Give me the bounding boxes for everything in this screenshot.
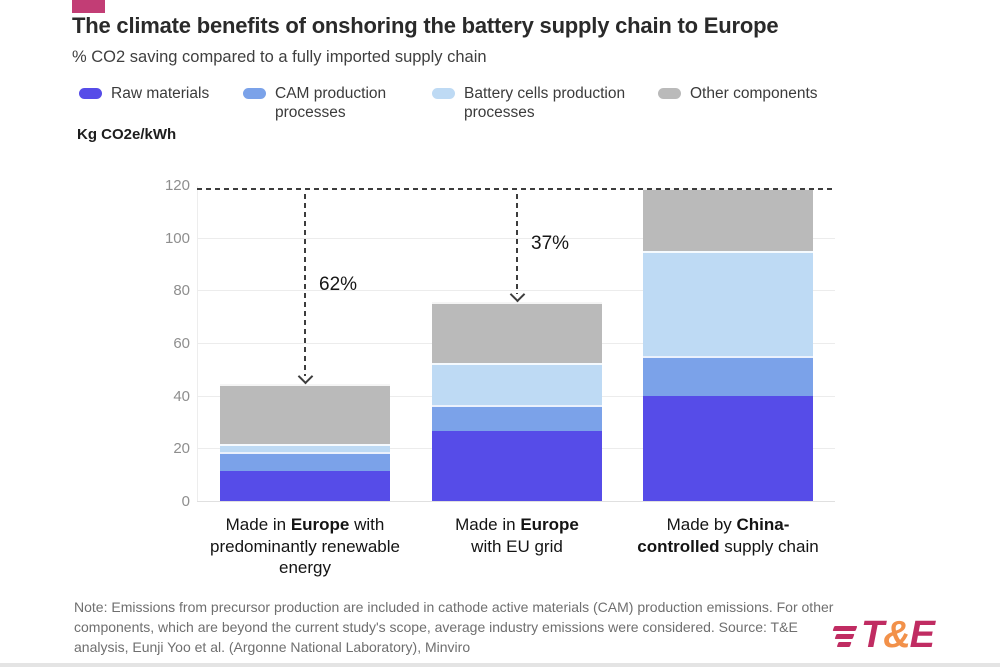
- bar-segment: [643, 187, 813, 251]
- category-label-part: with predominantly renewable energy: [210, 515, 400, 577]
- legend-swatch: [243, 88, 266, 99]
- plot-area: 62% 37%: [197, 186, 835, 502]
- arrow-head-icon: [509, 286, 525, 303]
- annotation-label: 62%: [319, 273, 358, 295]
- category-label: Made in Europe with predominantly renewa…: [203, 514, 408, 579]
- bar-segment: [432, 302, 602, 363]
- legend-label: Other components: [690, 85, 818, 102]
- logo-stripe: [834, 634, 855, 639]
- bar: [432, 302, 602, 501]
- y-axis-line: [197, 186, 198, 502]
- category-label-part: Made in: [225, 515, 291, 534]
- bar-segment: [220, 470, 390, 501]
- category-label-part: Made by: [666, 515, 737, 534]
- legend-label: CAM production processes: [275, 85, 387, 121]
- category-label-part: supply chain: [719, 536, 819, 556]
- logo-letter-e: E: [909, 614, 935, 656]
- legend-item: Battery cells production processes: [432, 84, 646, 122]
- logo-ampersand: &: [883, 614, 910, 656]
- logo-stripe: [836, 642, 852, 647]
- bar: [643, 187, 813, 501]
- page-title: The climate benefits of onshoring the ba…: [72, 13, 779, 38]
- category-label-part: with EU grid: [471, 536, 563, 556]
- annotation-arrow: [516, 193, 518, 295]
- legend-item: Other components: [658, 84, 818, 103]
- accent-bar: [72, 0, 105, 13]
- legend-item: Raw materials: [79, 84, 209, 103]
- reference-line: [197, 187, 835, 190]
- category-label: Made in Europe with EU grid: [442, 514, 592, 557]
- bar-segment: [432, 431, 602, 501]
- bar-segment: [432, 362, 602, 405]
- category-label-part: China-controlled: [637, 515, 790, 556]
- note-text: Note: Emissions from precursor productio…: [74, 599, 834, 655]
- y-tick-label: 0: [181, 493, 190, 510]
- bottom-edge: [0, 663, 1000, 667]
- annotation-label: 37%: [531, 232, 570, 254]
- category-label-part: Europe: [290, 515, 350, 534]
- legend-label: Raw materials: [111, 85, 210, 102]
- te-logo: T&E: [830, 614, 935, 656]
- y-tick-label: 80: [173, 282, 190, 300]
- y-tick-label: 40: [173, 387, 190, 405]
- y-tick-label: 100: [164, 229, 190, 247]
- bar-segment: [643, 395, 813, 501]
- legend-item: CAM production processes: [243, 84, 393, 122]
- y-tick-label: 60: [173, 335, 190, 352]
- y-axis-unit-label: Kg CO2e/kWh: [77, 126, 177, 143]
- category-label: Made by China-controlled supply chain: [631, 514, 826, 557]
- bar-segment: [220, 383, 390, 445]
- legend-swatch: [658, 88, 681, 99]
- bar-segment: [643, 250, 813, 357]
- legend-label: Battery cells production processes: [464, 85, 626, 121]
- legend-swatch: [79, 88, 102, 99]
- legend: Raw materials CAM production processes Bat…: [0, 84, 1000, 128]
- logo-stripes-icon: [826, 626, 858, 650]
- logo-text: T&E: [861, 614, 935, 656]
- bar-segment: [220, 452, 390, 471]
- arrow-head-icon: [297, 368, 313, 385]
- bar-segment: [643, 356, 813, 396]
- annotation-arrow: [304, 193, 306, 376]
- bar: [220, 383, 390, 501]
- gridline: [197, 501, 835, 502]
- chart-subtitle: % CO2 saving compared to a fully importe…: [72, 48, 487, 66]
- logo-stripe: [832, 626, 858, 631]
- bar-segment: [220, 444, 390, 453]
- logo-letter-t: T: [861, 614, 884, 656]
- category-label-part: Made in: [455, 515, 521, 534]
- category-label-part: Europe: [520, 515, 579, 534]
- y-tick-label: 20: [173, 440, 190, 458]
- y-tick-label: 120: [164, 177, 190, 194]
- legend-swatch: [432, 88, 455, 99]
- bar-segment: [432, 404, 602, 432]
